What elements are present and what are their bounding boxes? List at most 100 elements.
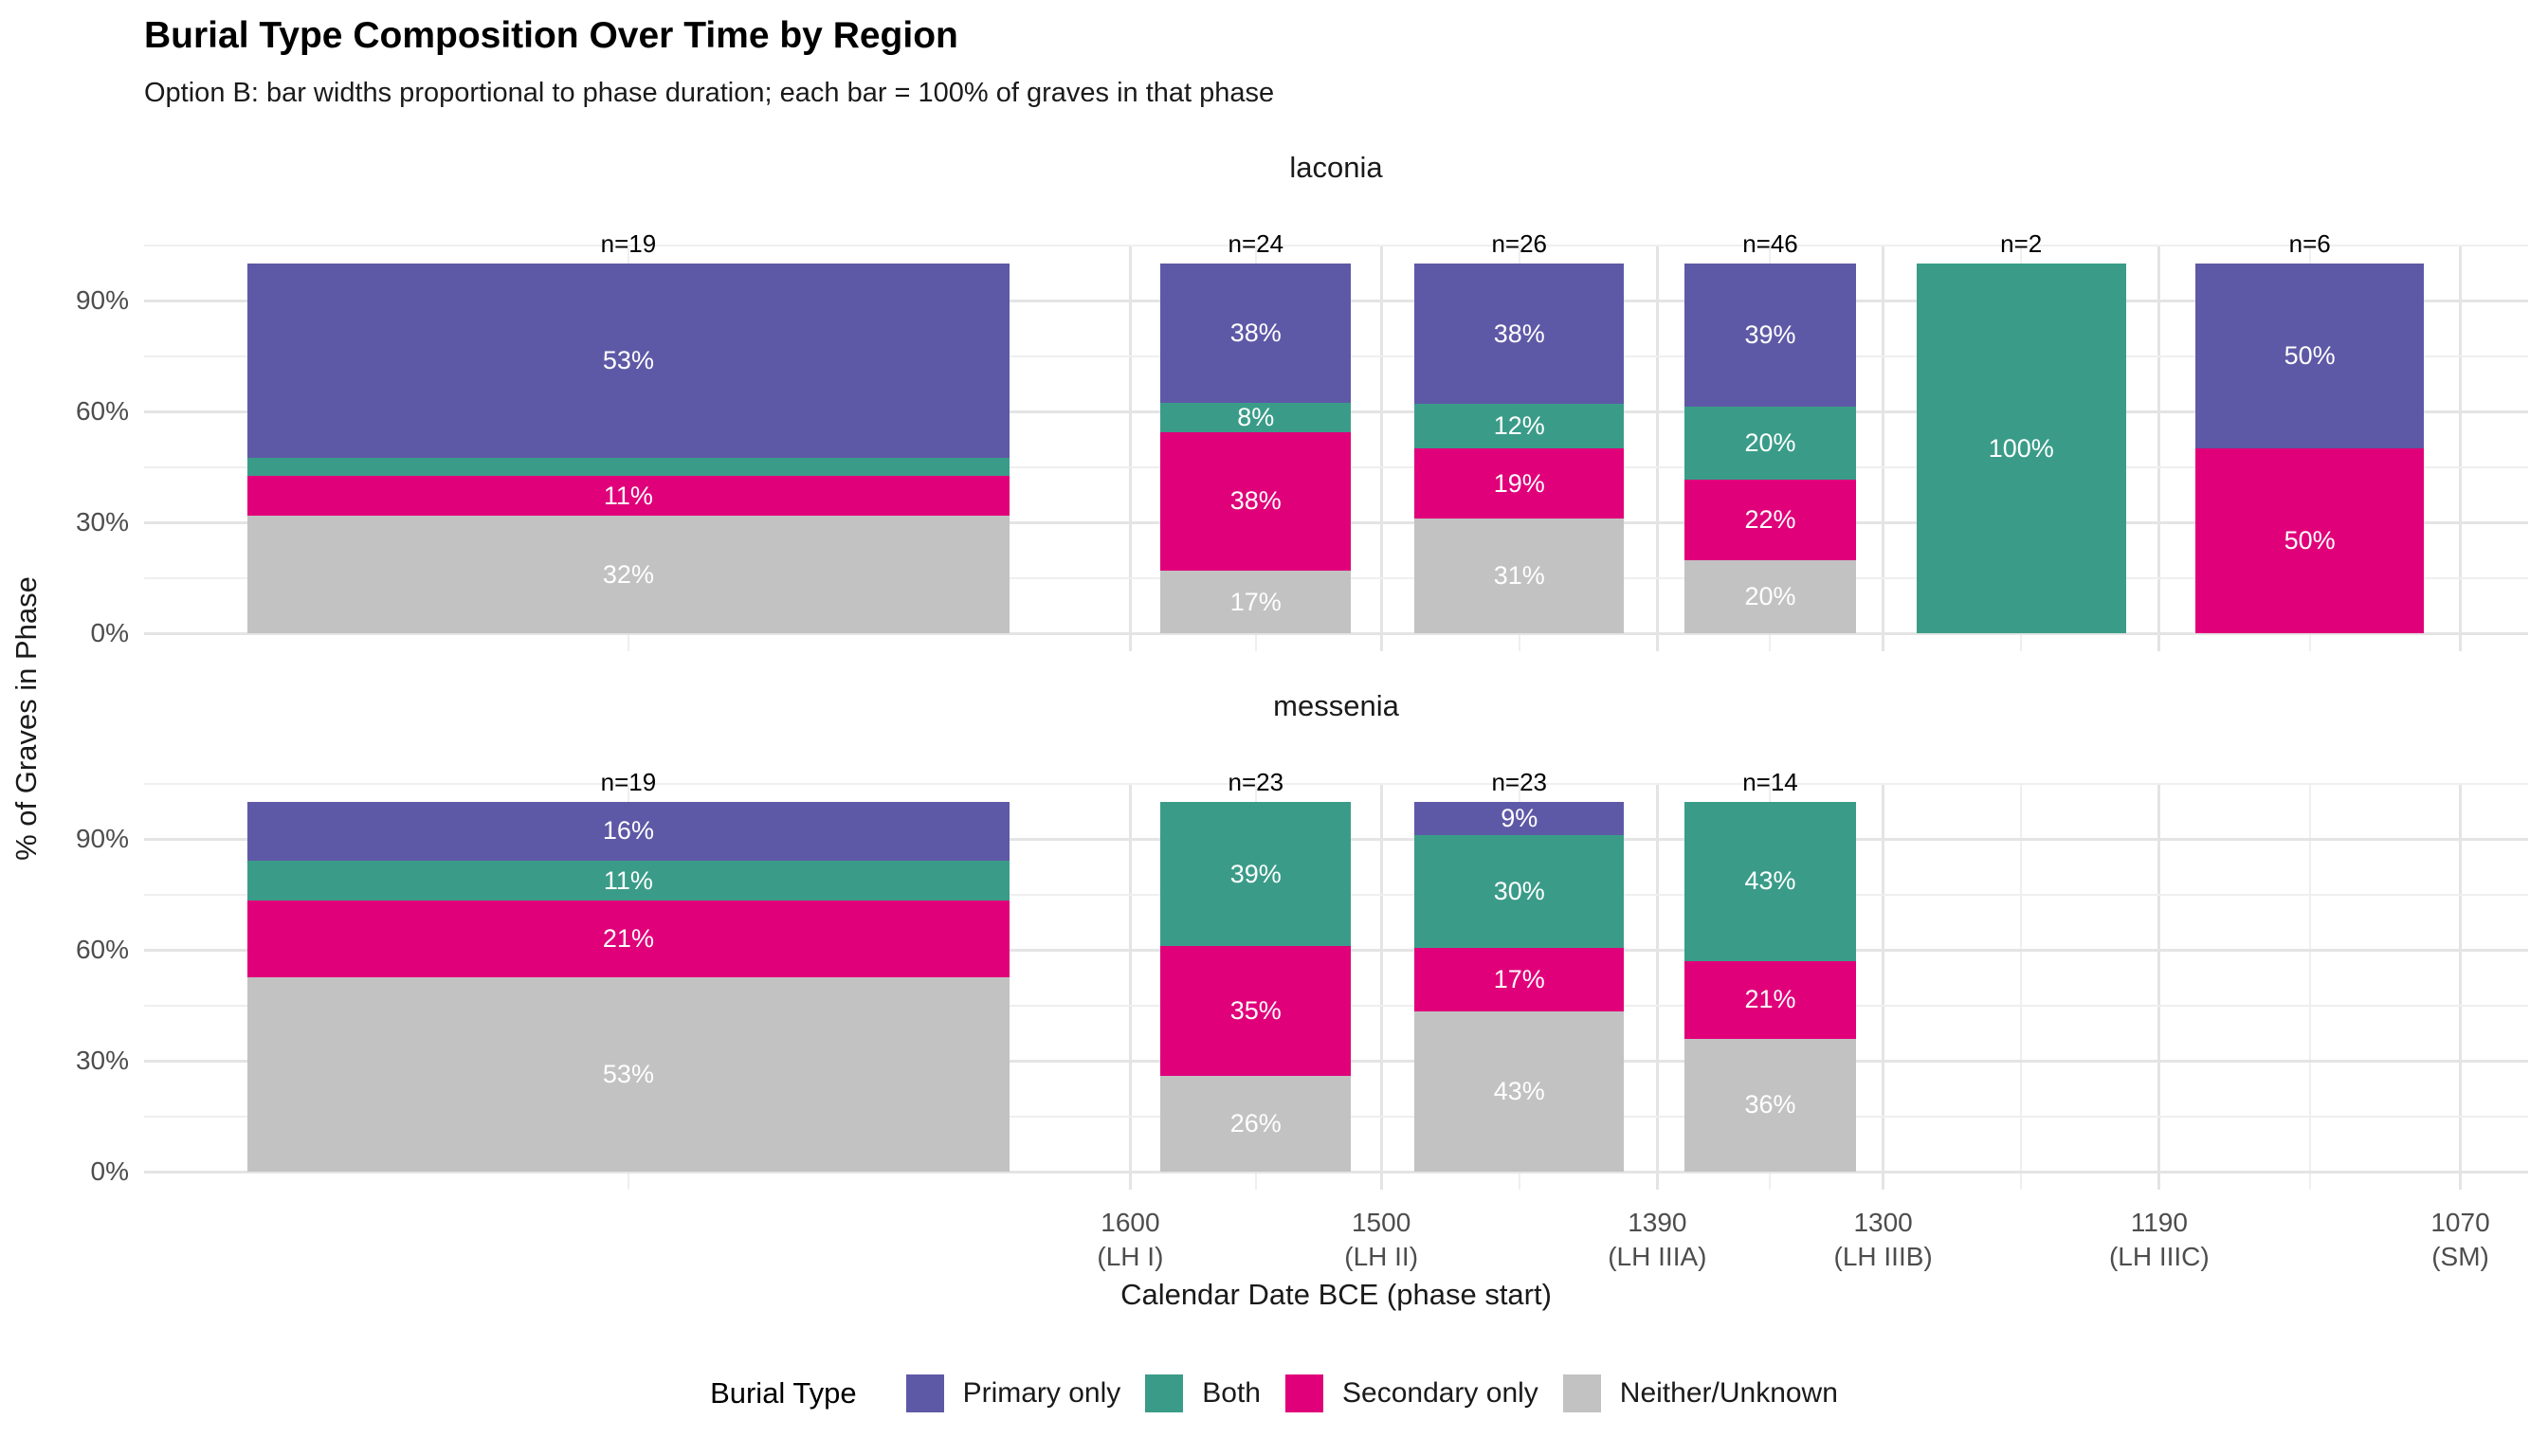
bar-n-label: n=14	[1742, 768, 1798, 796]
bar-segment-primary: 9%	[1414, 802, 1625, 836]
bar-segment-neither: 43%	[1414, 1010, 1625, 1172]
legend-item-label: Both	[1202, 1377, 1261, 1409]
bar-n-label: n=19	[600, 229, 657, 258]
x-tick-line1: 1300	[1853, 1208, 1913, 1237]
gridline-vertical-major	[1655, 245, 1659, 651]
bar-segment-label: 11%	[603, 481, 653, 510]
bar-segment-secondary: 50%	[2194, 448, 2425, 633]
x-tick-line1: 1070	[2430, 1208, 2490, 1237]
bar-segment-label: 12%	[1493, 411, 1545, 441]
bar-segment-neither: 31%	[1414, 519, 1625, 633]
bar-segment-label: 19%	[1493, 468, 1545, 498]
bar-segment-label: 36%	[1744, 1090, 1796, 1119]
bar-segment-both: 100%	[1916, 264, 2126, 633]
legend-swatch-primary	[905, 1374, 944, 1412]
legend-item-neither: Neither/Unknown	[1562, 1374, 1838, 1412]
bar-segment-primary: 50%	[2194, 264, 2425, 448]
legend: Burial Type Primary only Both Secondary on…	[0, 1363, 2548, 1424]
facet-strip-label: messenia	[1273, 689, 1399, 722]
legend-item-secondary: Secondary only	[1285, 1374, 1538, 1412]
bar-segment-primary: 39%	[1684, 264, 1857, 407]
bar-segment-both: 39%	[1160, 802, 1352, 947]
x-tick-line2: (SM)	[2431, 1242, 2489, 1271]
y-tick-label: 0%	[90, 1156, 129, 1186]
bar-segment-neither: 26%	[1160, 1075, 1352, 1172]
x-axis-title: Calendar Date BCE (phase start)	[1120, 1278, 1552, 1311]
y-tick-label: 90%	[75, 285, 129, 315]
bar-segment-secondary: 38%	[1160, 431, 1352, 572]
bar-segment-primary: 38%	[1414, 264, 1625, 405]
gridline-vertical-minor	[2308, 783, 2311, 1190]
gridline-horizontal-major	[144, 631, 2528, 635]
gridline-vertical-major	[1379, 783, 1383, 1190]
gridline-horizontal-minor	[144, 783, 2528, 785]
bar-n-label: n=26	[1491, 229, 1548, 258]
bar-segment-label: 11%	[603, 865, 653, 895]
bar-n-label: n=23	[1491, 768, 1548, 796]
bar-n-label: n=23	[1228, 768, 1284, 796]
bar-segment-primary: 16%	[246, 802, 1010, 861]
bar-segment-primary: 53%	[246, 264, 1010, 458]
stacked-bar: 39% 20% 22% 20%	[1684, 264, 1857, 633]
gridline-vertical-major	[1882, 245, 1885, 651]
legend-item-label: Primary only	[962, 1377, 1121, 1409]
x-tick-line2: (LH IIIB)	[1833, 1242, 1933, 1271]
stacked-bar: 53% 11% 32%	[246, 264, 1010, 633]
gridline-vertical-major	[1128, 783, 1132, 1190]
gridline-vertical-major	[1128, 245, 1132, 651]
y-axis-title: % of Graves in Phase	[9, 576, 43, 861]
bar-segment-label: 20%	[1744, 581, 1796, 610]
bar-segment-neither: 20%	[1684, 559, 1857, 633]
stacked-bar: 43% 21% 36%	[1684, 802, 1857, 1172]
stacked-bar: 39% 35% 26%	[1160, 802, 1352, 1172]
chart-title: Burial Type Composition Over Time by Reg…	[144, 15, 958, 56]
bar-segment-label: 38%	[1229, 318, 1282, 347]
bar-segment-secondary: 21%	[1684, 960, 1857, 1039]
x-tick-label: 1070 (SM)	[2357, 1206, 2548, 1274]
bar-segment-label: 43%	[1493, 1076, 1545, 1105]
bar-segment-label: 38%	[1229, 486, 1282, 516]
bar-segment-label: 53%	[602, 345, 654, 374]
legend-swatch-secondary	[1285, 1374, 1323, 1412]
bar-segment-neither: 53%	[246, 977, 1010, 1172]
bar-segment-both: 20%	[1684, 406, 1857, 480]
chart-subtitle: Option B: bar widths proportional to pha…	[144, 78, 1275, 108]
x-tick-line1: 1600	[1101, 1208, 1160, 1237]
y-tick-label: 60%	[75, 935, 129, 964]
bar-n-label: n=2	[2000, 229, 2043, 258]
bar-segment-secondary: 17%	[1414, 947, 1625, 1011]
gridline-vertical-major	[2157, 245, 2161, 651]
facet-strip-label: laconia	[1289, 151, 1383, 184]
stacked-bar: 9% 30% 17% 43%	[1414, 802, 1625, 1172]
bar-segment-label: 31%	[1493, 561, 1545, 591]
gridline-vertical-minor	[2020, 783, 2023, 1190]
x-tick-line2: (LH II)	[1344, 1242, 1419, 1271]
legend-item-primary: Primary only	[905, 1374, 1121, 1412]
gridline-vertical-major	[2157, 783, 2161, 1190]
bar-segment-neither: 17%	[1160, 571, 1352, 633]
bar-n-label: n=6	[2288, 229, 2331, 258]
x-tick-line2: (LH I)	[1097, 1242, 1164, 1271]
y-tick-label: 30%	[75, 507, 129, 537]
bar-segment-secondary: 19%	[1414, 447, 1625, 519]
gridline-vertical-major	[1379, 245, 1383, 651]
legend-title: Burial Type	[710, 1376, 857, 1410]
bar-segment-neither: 32%	[246, 516, 1010, 633]
legend-item-label: Secondary only	[1342, 1377, 1538, 1409]
stacked-bar: 16% 11% 21% 53%	[246, 802, 1010, 1172]
bar-n-label: n=46	[1742, 229, 1798, 258]
bar-segment-label: 21%	[1744, 985, 1796, 1014]
bar-segment-both	[246, 457, 1010, 476]
bar-segment-label: 21%	[602, 924, 654, 954]
bar-segment-label: 53%	[602, 1060, 654, 1089]
bar-segment-label: 50%	[2284, 341, 2336, 370]
bar-segment-label: 30%	[1493, 877, 1545, 906]
gridline-vertical-major	[1882, 783, 1885, 1190]
y-tick-label: 60%	[75, 396, 129, 426]
bar-segment-label: 17%	[1493, 964, 1545, 993]
gridline-vertical-major	[2459, 783, 2463, 1190]
x-tick-label: 1500 (LH II)	[1277, 1206, 1485, 1274]
stacked-bar: 50% 50%	[2194, 264, 2425, 633]
bar-segment-label: 8%	[1237, 402, 1275, 431]
